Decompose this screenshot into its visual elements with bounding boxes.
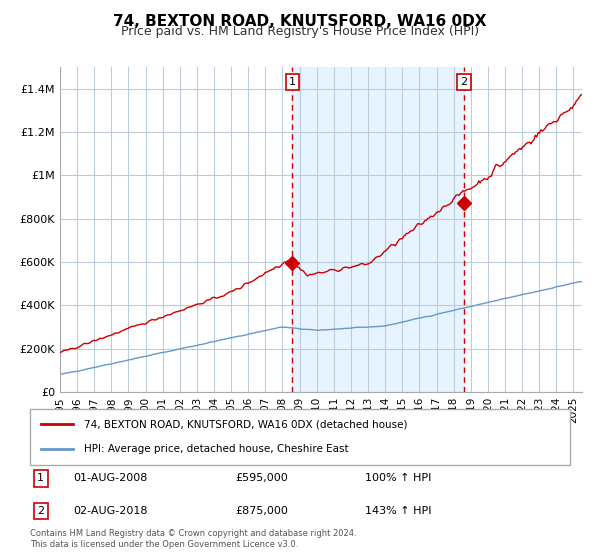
- Text: 2: 2: [460, 77, 467, 87]
- Text: 143% ↑ HPI: 143% ↑ HPI: [365, 506, 431, 516]
- Text: 1: 1: [37, 473, 44, 483]
- Text: 74, BEXTON ROAD, KNUTSFORD, WA16 0DX (detached house): 74, BEXTON ROAD, KNUTSFORD, WA16 0DX (de…: [84, 419, 407, 430]
- Text: 02-AUG-2018: 02-AUG-2018: [73, 506, 148, 516]
- Text: Contains HM Land Registry data © Crown copyright and database right 2024.
This d: Contains HM Land Registry data © Crown c…: [30, 529, 356, 549]
- Text: 2: 2: [37, 506, 44, 516]
- Text: Price paid vs. HM Land Registry's House Price Index (HPI): Price paid vs. HM Land Registry's House …: [121, 25, 479, 38]
- Text: HPI: Average price, detached house, Cheshire East: HPI: Average price, detached house, Ches…: [84, 444, 349, 454]
- Bar: [292, 67, 464, 392]
- FancyBboxPatch shape: [30, 409, 570, 465]
- Text: £595,000: £595,000: [235, 473, 288, 483]
- Text: 1: 1: [289, 77, 296, 87]
- Text: £875,000: £875,000: [235, 506, 288, 516]
- Text: 74, BEXTON ROAD, KNUTSFORD, WA16 0DX: 74, BEXTON ROAD, KNUTSFORD, WA16 0DX: [113, 14, 487, 29]
- Text: 100% ↑ HPI: 100% ↑ HPI: [365, 473, 431, 483]
- Text: 01-AUG-2008: 01-AUG-2008: [73, 473, 148, 483]
